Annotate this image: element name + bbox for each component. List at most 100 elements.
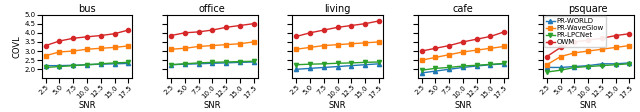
PR-WaveGlow [56, 51, 63, 53]
PR-LPCNet [473, 65, 481, 66]
PR-LPCNet [598, 65, 606, 66]
PR-WaveGlow [167, 48, 175, 50]
Line: OWM: OWM [420, 30, 506, 53]
PR-WORLD [83, 64, 91, 65]
PR-WORLD [584, 65, 592, 66]
PR-WORLD [209, 63, 216, 64]
Line: PR-WORLD: PR-WORLD [420, 62, 506, 75]
X-axis label: SNR: SNR [204, 101, 221, 110]
Line: PR-WaveGlow: PR-WaveGlow [294, 40, 381, 51]
PR-LPCNet [626, 63, 634, 65]
PR-LPCNet [42, 67, 49, 68]
PR-WORLD [250, 61, 257, 63]
PR-WORLD [167, 64, 175, 65]
OWM [292, 36, 300, 37]
PR-WaveGlow [181, 48, 189, 49]
Title: bus: bus [78, 4, 96, 14]
OWM [209, 29, 216, 31]
PR-LPCNet [557, 70, 564, 71]
PR-WORLD [236, 62, 244, 63]
OWM [612, 35, 620, 36]
PR-WaveGlow [250, 41, 257, 43]
Line: PR-LPCNet: PR-LPCNet [420, 61, 506, 72]
PR-WORLD [97, 64, 104, 65]
PR-LPCNet [124, 62, 132, 63]
PR-WORLD [486, 64, 494, 65]
PR-WaveGlow [320, 45, 328, 46]
Line: PR-WaveGlow: PR-WaveGlow [545, 43, 632, 67]
PR-LPCNet [571, 67, 579, 68]
PR-WaveGlow [375, 41, 383, 43]
PR-LPCNet [459, 65, 467, 67]
PR-LPCNet [83, 64, 91, 65]
PR-LPCNet [307, 64, 314, 65]
X-axis label: SNR: SNR [78, 101, 96, 110]
Title: psquare: psquare [568, 4, 608, 14]
PR-WORLD [612, 63, 620, 65]
PR-WaveGlow [473, 50, 481, 51]
PR-WORLD [56, 65, 63, 66]
PR-LPCNet [195, 62, 202, 64]
PR-WORLD [431, 70, 439, 72]
PR-LPCNet [209, 62, 216, 63]
Line: PR-WORLD: PR-WORLD [44, 61, 131, 68]
Legend: PR-WORLD, PR-WaveGlow, PR-LPCNet, OWM: PR-WORLD, PR-WaveGlow, PR-LPCNet, OWM [544, 16, 606, 47]
OWM [500, 31, 508, 33]
OWM [571, 41, 579, 43]
PR-WaveGlow [69, 50, 77, 52]
Title: cafe: cafe [452, 4, 473, 14]
PR-WORLD [459, 67, 467, 68]
PR-WaveGlow [307, 47, 314, 48]
PR-WORLD [124, 63, 132, 64]
PR-LPCNet [584, 66, 592, 67]
PR-LPCNet [375, 61, 383, 63]
PR-WaveGlow [486, 48, 494, 49]
PR-WORLD [473, 65, 481, 67]
OWM [97, 35, 104, 36]
OWM [222, 27, 230, 28]
OWM [626, 33, 634, 34]
OWM [459, 41, 467, 43]
PR-WaveGlow [626, 45, 634, 46]
OWM [418, 50, 426, 52]
PR-WORLD [334, 66, 342, 67]
OWM [473, 39, 481, 40]
Line: OWM: OWM [545, 32, 632, 59]
PR-WaveGlow [584, 50, 592, 52]
PR-WORLD [69, 65, 77, 66]
Line: PR-LPCNet: PR-LPCNet [545, 62, 632, 74]
PR-LPCNet [69, 65, 77, 66]
PR-WORLD [292, 69, 300, 70]
Line: OWM: OWM [294, 19, 381, 39]
OWM [584, 39, 592, 41]
OWM [557, 47, 564, 48]
OWM [486, 36, 494, 37]
Line: OWM: OWM [169, 22, 255, 38]
PR-WaveGlow [418, 59, 426, 61]
PR-LPCNet [320, 63, 328, 65]
PR-WaveGlow [612, 47, 620, 48]
Title: living: living [324, 4, 351, 14]
PR-LPCNet [612, 64, 620, 65]
PR-WaveGlow [83, 48, 91, 50]
OWM [42, 45, 49, 46]
Title: office: office [199, 4, 226, 14]
PR-LPCNet [334, 63, 342, 64]
PR-WORLD [348, 65, 355, 66]
PR-WaveGlow [236, 43, 244, 44]
PR-WaveGlow [445, 54, 453, 55]
OWM [598, 38, 606, 39]
PR-LPCNet [348, 62, 355, 64]
PR-WORLD [557, 67, 564, 68]
OWM [375, 20, 383, 22]
PR-WORLD [42, 65, 49, 66]
Line: PR-WORLD: PR-WORLD [545, 61, 632, 70]
Line: PR-WORLD: PR-WORLD [294, 62, 381, 71]
PR-WORLD [111, 63, 118, 65]
OWM [445, 45, 453, 46]
PR-LPCNet [418, 70, 426, 71]
PR-WORLD [361, 64, 369, 65]
Line: OWM: OWM [44, 28, 131, 48]
PR-WaveGlow [209, 45, 216, 46]
OWM [181, 32, 189, 33]
